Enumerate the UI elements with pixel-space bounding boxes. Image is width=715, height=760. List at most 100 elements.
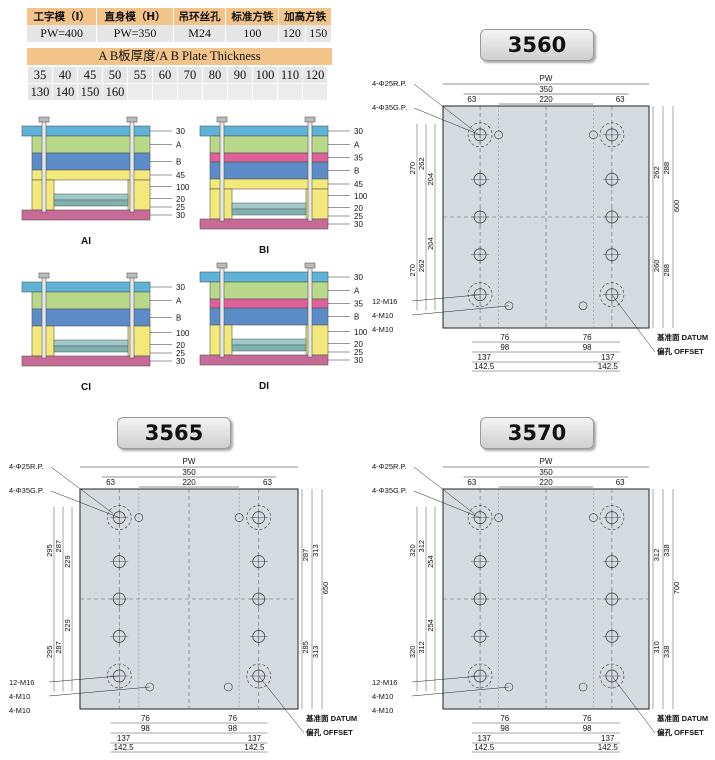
- dimension-label: 287: [301, 549, 310, 562]
- thickness-cell: 100: [252, 66, 278, 84]
- layer-label: 35: [354, 300, 363, 309]
- dimension-label: 288: [662, 162, 671, 175]
- thickness-cell: 150: [77, 83, 103, 101]
- callout-label: 12-M16: [372, 678, 397, 687]
- dimension-label: 137: [601, 353, 615, 362]
- spec-value: 100: [225, 25, 280, 42]
- thickness-cell-empty: [127, 83, 153, 101]
- spec-value: M24: [173, 25, 227, 42]
- thickness-cell: 160: [102, 83, 128, 101]
- layer-label: 100: [354, 192, 368, 201]
- model-badge-3570: 3570: [480, 417, 594, 449]
- thickness-cell: 35: [27, 66, 53, 84]
- layer-label: 20: [176, 195, 185, 204]
- dimension-label: 313: [311, 544, 320, 557]
- datum-label: 基准面 DATUM: [656, 713, 708, 723]
- dimension-label: 63: [616, 478, 625, 487]
- dimension-label: 142.5: [474, 743, 495, 752]
- dimension-label: 254: [426, 555, 435, 568]
- guide-pin: [307, 119, 313, 222]
- ejector-plate: [53, 345, 129, 353]
- ejector-plate: [231, 344, 307, 352]
- guide-pin: [307, 265, 313, 358]
- dimension-label: 137: [601, 734, 615, 743]
- callout-label: 4-M10: [9, 706, 30, 715]
- dimension-label: 350: [182, 468, 196, 477]
- dimension-label: 76: [500, 333, 509, 342]
- dimension-label: 350: [539, 468, 553, 477]
- spec-header: 加高方铁: [278, 8, 332, 25]
- thickness-cell: 80: [202, 66, 228, 84]
- thickness-cell-empty: [302, 83, 328, 101]
- dimension-label: 142.5: [244, 743, 265, 752]
- leader-line: [50, 490, 120, 518]
- return-pin-hole: [134, 513, 144, 522]
- dimension-label: 220: [539, 478, 553, 487]
- dimension-label: 98: [583, 724, 592, 733]
- dimension-label: 312: [652, 549, 661, 562]
- dimension-label: 262: [417, 157, 426, 170]
- spec-header: 标准方铁: [225, 8, 280, 25]
- model-badge-3565: 3565: [117, 417, 231, 449]
- dimension-label: 63: [467, 95, 476, 104]
- thickness-cell: 50: [102, 66, 128, 84]
- thickness-cell-empty: [227, 83, 253, 101]
- layer-label: 30: [176, 211, 185, 220]
- layer-label: 30: [354, 273, 363, 282]
- thickness-cell: 120: [302, 66, 328, 84]
- dimension-label: 229: [63, 555, 72, 568]
- spec-value: PW=400: [27, 25, 98, 42]
- dimension-label: 287: [54, 540, 63, 553]
- leader-line: [413, 490, 481, 518]
- dimension-label: PW: [183, 457, 196, 466]
- layer-label: B: [176, 158, 181, 167]
- dimension-label: 270: [408, 162, 417, 175]
- leader-line: [413, 107, 481, 136]
- dimension-label: PW: [540, 74, 553, 83]
- layer-label: 25: [354, 348, 363, 357]
- thickness-cell: 55: [127, 66, 153, 84]
- guide-pin: [41, 275, 47, 359]
- dimension-label: 76: [141, 714, 150, 723]
- dimension-label: 220: [182, 478, 196, 487]
- dimension-label: 313: [311, 646, 320, 659]
- layer-label: B: [176, 314, 181, 323]
- guide-pin: [129, 119, 135, 213]
- return-pin-hole: [589, 513, 598, 522]
- thickness-cell-empty: [252, 83, 278, 101]
- dimension-label: 137: [478, 734, 492, 743]
- return-pin-hole: [223, 682, 233, 692]
- layer-label: 30: [176, 357, 185, 366]
- datum-label: 基准面 DATUM: [305, 713, 357, 723]
- screw-head: [38, 116, 50, 123]
- dimension-label: 320: [408, 646, 417, 659]
- spec-value-row: PW=400 PW=350 M24 100 120 150: [27, 25, 333, 42]
- dimension-label: 76: [228, 714, 237, 723]
- layer-label: 25: [176, 203, 185, 212]
- callout-label: 4-Φ25R.P.: [372, 462, 407, 471]
- spec-header: 吊环丝孔: [173, 8, 227, 25]
- offset-label: 偏孔 OFFSET: [657, 727, 704, 737]
- layer-label: 100: [354, 328, 368, 337]
- ejector-plate: [53, 339, 129, 347]
- stack-caption: CI: [81, 382, 91, 390]
- callout-label: 12-M16: [9, 678, 34, 687]
- dimension-label: 285: [301, 641, 310, 654]
- dimension-label: 204: [426, 173, 435, 186]
- ejector-plate: [231, 208, 307, 216]
- leader-line: [411, 294, 481, 302]
- dimension-label: 63: [616, 95, 625, 104]
- screw-head: [126, 272, 138, 279]
- dimension-label: 295: [45, 544, 54, 557]
- return-pin-hole: [234, 513, 244, 522]
- spec-value: 150: [305, 25, 333, 42]
- spec-value: PW=350: [96, 25, 174, 42]
- stack-caption: DI: [259, 381, 269, 390]
- dimension-label: 295: [45, 646, 54, 659]
- leader-line: [411, 305, 509, 316]
- dimension-label: 63: [263, 478, 272, 487]
- leader-line: [611, 294, 656, 353]
